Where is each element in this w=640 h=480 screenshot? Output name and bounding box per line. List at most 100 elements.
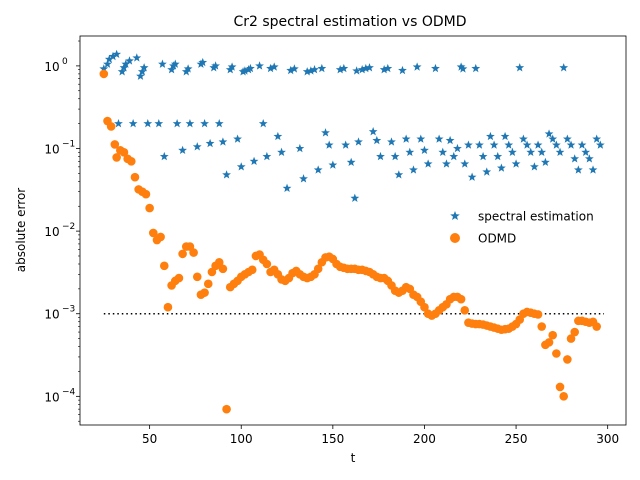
data-point-star bbox=[354, 137, 363, 146]
data-point-circle bbox=[127, 156, 136, 166]
data-point-star bbox=[588, 165, 598, 174]
data-point-star bbox=[117, 67, 127, 76]
data-point-circle bbox=[313, 264, 323, 274]
data-point-star bbox=[442, 159, 451, 168]
y-tick-label: 10 bbox=[44, 60, 59, 74]
data-point-star bbox=[522, 140, 532, 149]
data-point-star bbox=[104, 54, 114, 64]
data-point-star bbox=[154, 119, 164, 128]
data-point-star bbox=[324, 140, 334, 149]
data-point-star bbox=[170, 59, 180, 68]
data-point-star bbox=[552, 140, 561, 149]
data-point-star bbox=[249, 156, 259, 166]
data-point-circle bbox=[566, 334, 576, 343]
data-point-star bbox=[262, 151, 272, 161]
data-point-circle bbox=[262, 259, 272, 269]
data-point-circle bbox=[203, 279, 213, 289]
data-point-star bbox=[266, 63, 275, 73]
data-point-star bbox=[357, 65, 367, 74]
data-point-star bbox=[416, 134, 426, 143]
y-tick-label: 10 bbox=[44, 143, 59, 157]
legend: spectral estimation ODMD bbox=[450, 210, 594, 246]
y-tick-exponent: −3 bbox=[62, 305, 75, 315]
x-tick-label: 250 bbox=[505, 432, 528, 446]
data-point-star bbox=[530, 162, 539, 171]
data-point-star bbox=[205, 138, 215, 148]
data-point-circle bbox=[533, 310, 543, 319]
data-point-star bbox=[577, 140, 587, 149]
data-point-star bbox=[511, 159, 521, 168]
data-point-star bbox=[555, 147, 565, 156]
data-point-star bbox=[445, 135, 455, 145]
data-point-star bbox=[453, 143, 462, 153]
data-point-circle bbox=[189, 248, 198, 257]
data-point-star bbox=[112, 49, 122, 59]
data-point-star bbox=[464, 140, 473, 149]
data-point-star bbox=[438, 147, 448, 156]
data-point-star bbox=[584, 154, 594, 163]
data-point-star bbox=[200, 119, 209, 128]
data-point-star bbox=[431, 63, 440, 73]
data-point-star bbox=[390, 151, 400, 161]
data-point-circle bbox=[174, 273, 184, 283]
data-point-star bbox=[592, 134, 602, 143]
legend-label: ODMD bbox=[478, 232, 516, 246]
data-point-circle bbox=[460, 306, 470, 315]
y-tick-exponent: −1 bbox=[62, 140, 75, 150]
data-point-star bbox=[211, 61, 220, 70]
data-point-circle bbox=[163, 302, 173, 312]
data-point-circle bbox=[544, 338, 554, 347]
data-point-star bbox=[313, 165, 323, 174]
data-point-circle bbox=[420, 302, 429, 312]
data-point-star bbox=[515, 63, 525, 72]
data-point-circle bbox=[214, 257, 224, 267]
data-point-star bbox=[335, 65, 345, 74]
data-point-star bbox=[526, 147, 536, 156]
data-point-circle bbox=[222, 404, 231, 414]
data-point-star bbox=[478, 151, 488, 161]
x-axis: 50 100 150 200 250 300 bbox=[142, 425, 619, 446]
data-point-star bbox=[508, 147, 517, 156]
data-point-star bbox=[299, 174, 308, 183]
y-tick-exponent: −2 bbox=[62, 222, 75, 232]
data-point-star bbox=[409, 165, 418, 174]
legend-marker-star bbox=[450, 211, 460, 221]
data-point-star bbox=[240, 66, 250, 75]
data-point-star bbox=[595, 140, 605, 149]
series-odmd bbox=[99, 69, 601, 414]
data-point-star bbox=[218, 137, 228, 146]
x-tick-label: 300 bbox=[596, 432, 619, 446]
data-point-star bbox=[405, 147, 415, 156]
data-point-circle bbox=[555, 382, 565, 392]
y-tick-exponent: 0 bbox=[62, 57, 68, 67]
data-point-star bbox=[258, 119, 268, 128]
data-point-star bbox=[128, 119, 138, 128]
data-point-star bbox=[125, 56, 134, 65]
data-point-star bbox=[372, 135, 382, 145]
data-point-circle bbox=[145, 203, 154, 213]
data-point-star bbox=[376, 151, 385, 161]
data-point-star bbox=[317, 63, 327, 73]
data-point-circle bbox=[552, 349, 561, 358]
data-point-star bbox=[158, 59, 167, 68]
data-point-star bbox=[198, 57, 208, 67]
data-point-star bbox=[449, 151, 459, 161]
data-point-star bbox=[183, 64, 193, 73]
data-point-star bbox=[489, 140, 499, 149]
data-point-star bbox=[500, 131, 510, 141]
data-point-star bbox=[379, 65, 389, 74]
data-point-star bbox=[387, 137, 396, 146]
data-point-star bbox=[286, 65, 296, 75]
data-point-circle bbox=[247, 265, 257, 275]
data-point-star bbox=[559, 63, 569, 72]
y-tick-label: 10 bbox=[44, 390, 59, 404]
legend-marker-circle bbox=[450, 233, 460, 243]
data-point-star bbox=[562, 134, 572, 143]
data-point-circle bbox=[156, 232, 165, 242]
y-tick-label: 10 bbox=[44, 225, 59, 239]
data-point-star bbox=[108, 51, 118, 61]
data-point-star bbox=[121, 59, 131, 68]
plot-area bbox=[80, 36, 626, 425]
data-point-star bbox=[310, 65, 319, 74]
